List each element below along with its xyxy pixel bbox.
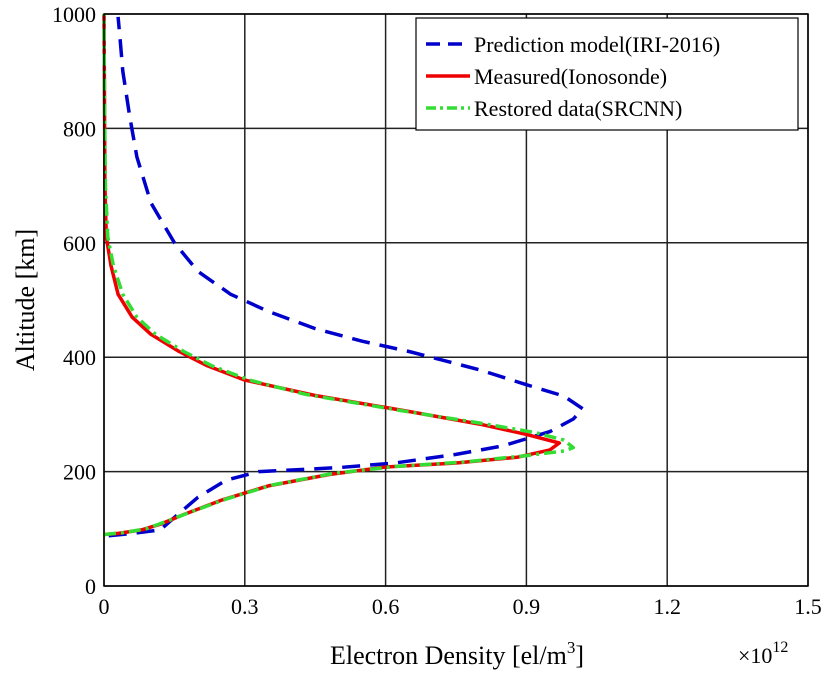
series-line-0 <box>108 16 585 538</box>
y-axis-label: Altitude [km] <box>11 229 40 371</box>
x-axis-label-main: Electron Density [el/m <box>330 641 567 670</box>
x-axis-label-superscript: 3 <box>567 638 576 657</box>
x-tick-label: 0.3 <box>231 594 259 619</box>
x-tick-label: 0.9 <box>513 594 541 619</box>
y-tick-label: 600 <box>63 231 96 256</box>
series-line-2 <box>102 13 576 537</box>
y-tick-label: 200 <box>63 460 96 485</box>
legend-box <box>415 17 799 131</box>
x-tick-label: 0.6 <box>372 594 400 619</box>
legend-label-0: Prediction model(IRI-2016) <box>474 32 720 57</box>
legend-label-2: Restored data(SRCNN) <box>474 96 682 121</box>
x-tick-label: 1.5 <box>794 594 822 619</box>
legend-label-1: Measured(Ionosonde) <box>474 64 667 89</box>
y-tick-label: 1000 <box>52 2 96 27</box>
y-tick-label: 800 <box>63 116 96 141</box>
x-tick-label: 0 <box>99 594 110 619</box>
plot-frame <box>103 13 809 587</box>
y-tick-label: 0 <box>85 574 96 599</box>
x-axis-label: Electron Density [el/m3] <box>330 638 584 670</box>
x-tick-label: 1.2 <box>653 594 681 619</box>
legend: Prediction model(IRI-2016) Measured(Ionos… <box>415 17 799 131</box>
tick-labels: 0 0.3 0.6 0.9 1.2 1.5 0 200 400 600 800 1000 <box>52 2 822 619</box>
x-axis-multiplier: ×1012 <box>738 639 788 668</box>
series-layer <box>102 13 585 538</box>
x-axis-multiplier-exponent: 12 <box>772 639 788 656</box>
y-tick-label: 400 <box>63 345 96 370</box>
x-axis-label-suffix: ] <box>575 641 584 670</box>
x-axis-multiplier-base: ×10 <box>738 643 772 668</box>
